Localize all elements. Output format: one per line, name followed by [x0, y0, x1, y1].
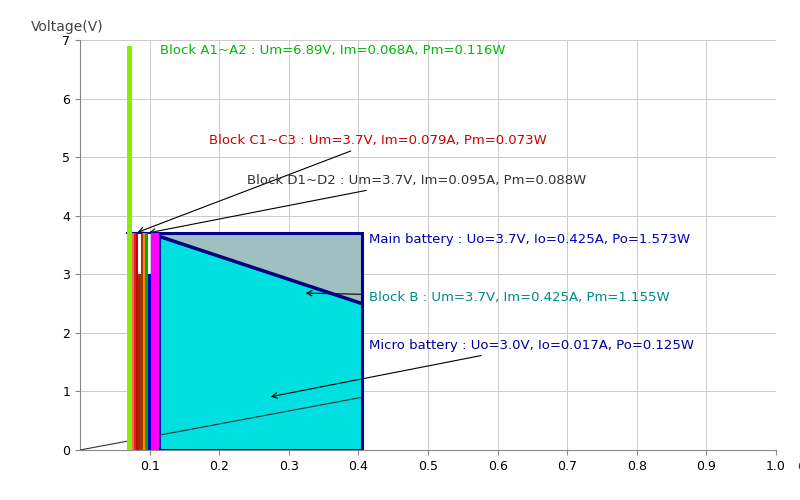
- Bar: [158, 234, 362, 450]
- Bar: [134, 234, 136, 450]
- Text: Block A1~A2 : Um=6.89V, Im=0.068A, Pm=0.116W: Block A1~A2 : Um=6.89V, Im=0.068A, Pm=0.…: [160, 44, 506, 57]
- Bar: [138, 274, 141, 450]
- Text: Block C1~C3 : Um=3.7V, Im=0.079A, Pm=0.073W: Block C1~C3 : Um=3.7V, Im=0.079A, Pm=0.0…: [138, 134, 546, 232]
- Bar: [154, 234, 158, 450]
- Text: Main battery : Uo=3.7V, Io=0.425A, Po=1.573W: Main battery : Uo=3.7V, Io=0.425A, Po=1.…: [369, 232, 690, 245]
- Polygon shape: [158, 234, 362, 304]
- Bar: [127, 46, 132, 450]
- Bar: [146, 234, 148, 450]
- Bar: [136, 234, 138, 450]
- Bar: [148, 274, 151, 450]
- Bar: [151, 234, 154, 450]
- Bar: [142, 234, 146, 450]
- Text: Block D1~D2 : Um=3.7V, Im=0.095A, Pm=0.088W: Block D1~D2 : Um=3.7V, Im=0.095A, Pm=0.0…: [150, 174, 586, 234]
- Bar: [141, 234, 142, 450]
- Bar: [132, 234, 134, 450]
- Bar: [158, 234, 362, 450]
- Text: Block B : Um=3.7V, Im=0.425A, Pm=1.155W: Block B : Um=3.7V, Im=0.425A, Pm=1.155W: [306, 290, 670, 304]
- Text: Current(A): Current(A): [797, 460, 800, 473]
- Text: Voltage(V): Voltage(V): [31, 20, 104, 34]
- Text: Micro battery : Uo=3.0V, Io=0.017A, Po=0.125W: Micro battery : Uo=3.0V, Io=0.017A, Po=0…: [272, 339, 694, 398]
